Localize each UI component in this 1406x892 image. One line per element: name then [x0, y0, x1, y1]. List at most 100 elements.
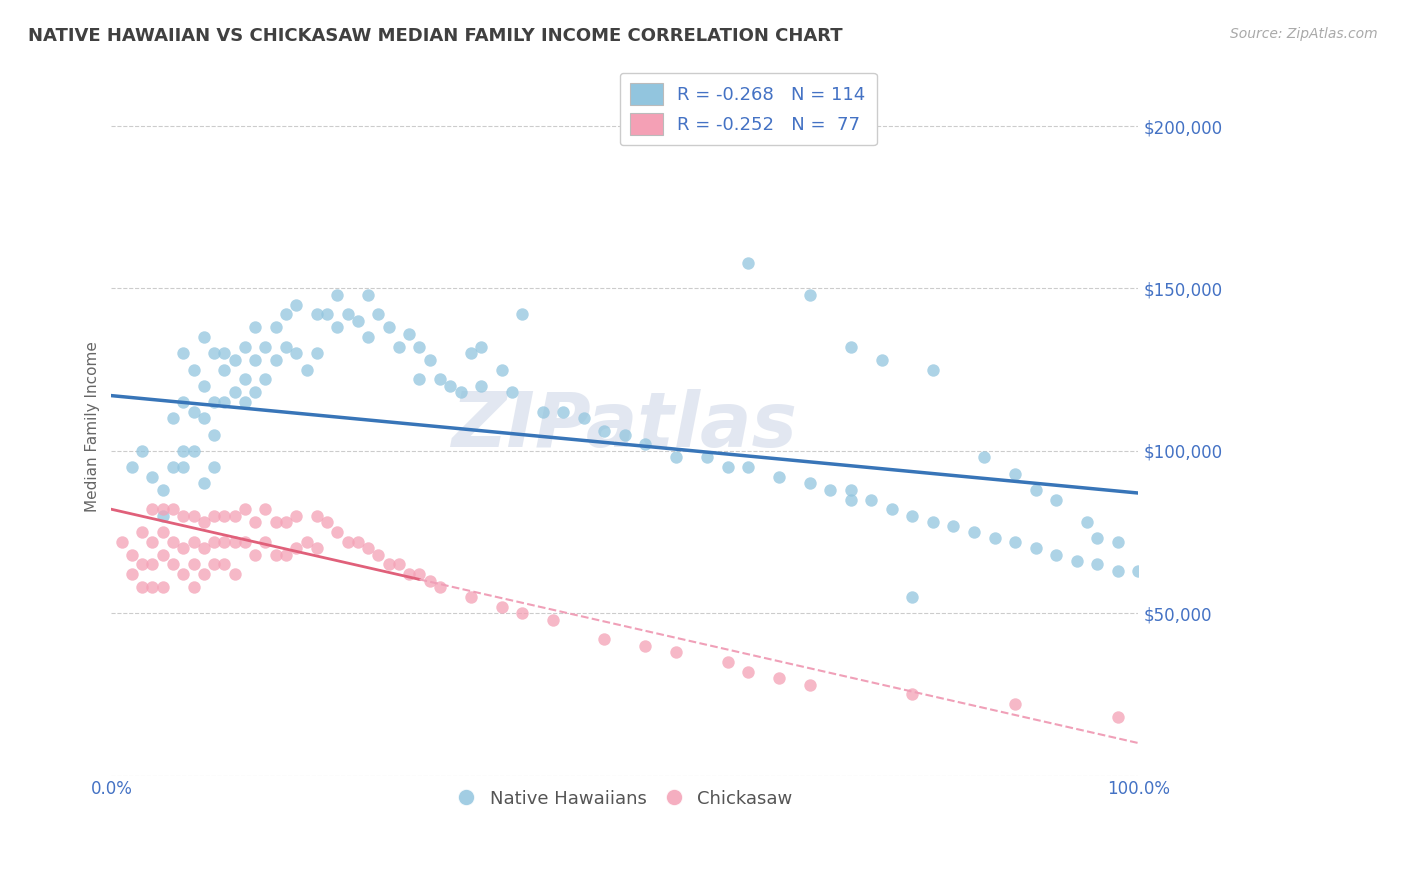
Point — [510, 308, 533, 322]
Legend: Native Hawaiians, Chickasaw: Native Hawaiians, Chickasaw — [450, 782, 800, 815]
Point — [460, 346, 482, 360]
Point — [901, 508, 924, 523]
Point — [818, 483, 841, 497]
Point — [1004, 534, 1026, 549]
Point — [326, 288, 349, 302]
Point — [193, 476, 215, 491]
Point — [377, 320, 399, 334]
Point — [839, 483, 862, 497]
Point — [233, 372, 256, 386]
Point — [531, 405, 554, 419]
Point — [408, 372, 430, 386]
Point — [1066, 554, 1088, 568]
Point — [347, 534, 370, 549]
Point — [152, 548, 174, 562]
Point — [1025, 541, 1047, 556]
Point — [202, 460, 225, 475]
Point — [214, 508, 236, 523]
Point — [152, 508, 174, 523]
Point — [388, 340, 411, 354]
Point — [183, 534, 205, 549]
Point — [172, 395, 194, 409]
Point — [285, 541, 308, 556]
Point — [152, 524, 174, 539]
Point — [233, 534, 256, 549]
Point — [193, 330, 215, 344]
Point — [326, 320, 349, 334]
Point — [254, 534, 277, 549]
Point — [214, 534, 236, 549]
Point — [768, 470, 790, 484]
Point — [316, 515, 339, 529]
Point — [224, 567, 246, 582]
Point — [131, 443, 153, 458]
Point — [973, 450, 995, 465]
Point — [305, 508, 328, 523]
Point — [388, 558, 411, 572]
Point — [491, 362, 513, 376]
Point — [264, 548, 287, 562]
Point — [336, 308, 359, 322]
Point — [347, 314, 370, 328]
Point — [429, 580, 451, 594]
Point — [716, 460, 738, 475]
Point — [202, 395, 225, 409]
Point — [162, 502, 184, 516]
Point — [839, 340, 862, 354]
Point — [429, 372, 451, 386]
Point — [214, 362, 236, 376]
Point — [737, 665, 759, 679]
Point — [202, 558, 225, 572]
Point — [419, 574, 441, 588]
Point — [172, 508, 194, 523]
Point — [305, 346, 328, 360]
Point — [1107, 564, 1129, 578]
Point — [634, 639, 657, 653]
Point — [131, 524, 153, 539]
Point — [274, 548, 297, 562]
Point — [501, 385, 523, 400]
Point — [193, 567, 215, 582]
Point — [233, 340, 256, 354]
Point — [357, 541, 380, 556]
Point — [1076, 515, 1098, 529]
Point — [285, 298, 308, 312]
Point — [274, 308, 297, 322]
Point — [450, 385, 472, 400]
Point — [111, 534, 134, 549]
Point — [983, 532, 1005, 546]
Text: ZIPatlas: ZIPatlas — [451, 390, 797, 464]
Point — [152, 483, 174, 497]
Point — [233, 502, 256, 516]
Point — [357, 288, 380, 302]
Y-axis label: Median Family Income: Median Family Income — [86, 341, 100, 512]
Point — [172, 460, 194, 475]
Point — [1025, 483, 1047, 497]
Point — [870, 352, 893, 367]
Point — [202, 508, 225, 523]
Point — [183, 558, 205, 572]
Point — [141, 502, 163, 516]
Point — [316, 308, 339, 322]
Point — [593, 632, 616, 647]
Point — [737, 255, 759, 269]
Point — [193, 379, 215, 393]
Point — [264, 320, 287, 334]
Point — [541, 613, 564, 627]
Point — [202, 534, 225, 549]
Point — [193, 541, 215, 556]
Point — [696, 450, 718, 465]
Point — [224, 385, 246, 400]
Point — [243, 515, 266, 529]
Point — [1128, 564, 1150, 578]
Point — [162, 460, 184, 475]
Point — [183, 405, 205, 419]
Point — [285, 508, 308, 523]
Point — [162, 558, 184, 572]
Point — [254, 372, 277, 386]
Point — [1004, 697, 1026, 711]
Point — [152, 580, 174, 594]
Point — [214, 346, 236, 360]
Point — [141, 470, 163, 484]
Point — [963, 524, 986, 539]
